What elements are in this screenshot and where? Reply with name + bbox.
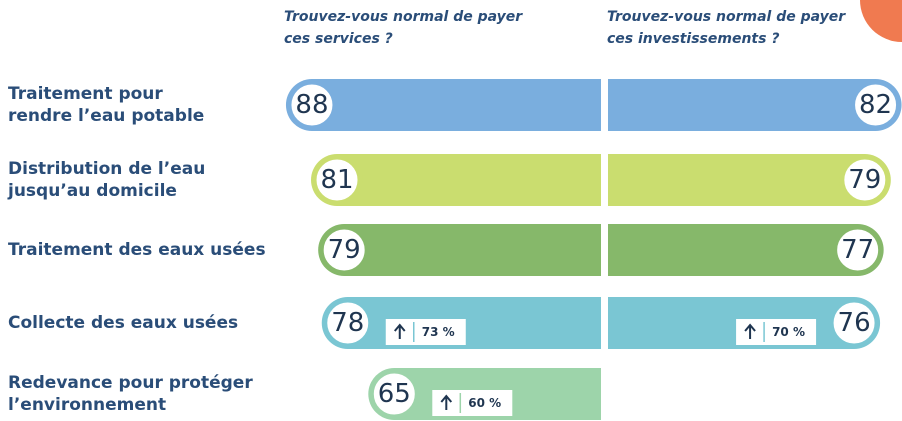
value-circle [311, 154, 363, 206]
previous-label: 60 % [468, 396, 501, 410]
bar [285, 79, 601, 131]
value-circle [828, 297, 880, 349]
value-label: 65 [378, 379, 411, 409]
bar [608, 154, 891, 206]
value-circle [286, 79, 338, 131]
previous-label: 73 % [422, 325, 455, 339]
value-label: 77 [841, 235, 874, 265]
category-label: Collecte des eaux usées [8, 313, 239, 333]
value-circle [839, 154, 891, 206]
value-label: 81 [320, 165, 353, 195]
category-label: Distribution de l’eau jusqu’au domicile [8, 159, 206, 201]
value-label: 78 [331, 308, 364, 338]
value-label: 79 [848, 165, 881, 195]
value-label: 79 [328, 235, 361, 265]
category-label: Redevance pour protéger l’environnement [8, 373, 253, 415]
category-label: Traitement des eaux usées [8, 240, 266, 260]
bar [318, 224, 601, 276]
previous-label: 70 % [772, 325, 805, 339]
decoration [860, 0, 902, 42]
arrow-icon [440, 394, 453, 410]
bar [608, 79, 902, 131]
series-header: Trouvez-vous normal de payer ces service… [284, 9, 523, 47]
value-circle [322, 297, 374, 349]
category-label: Traitement pour rendre l’eau potable [8, 84, 205, 126]
series-header: Trouvez-vous normal de payer ces investi… [607, 9, 846, 47]
arrow-icon [744, 323, 756, 339]
bar [311, 154, 601, 206]
value-circle [318, 224, 370, 276]
arrow-icon [393, 323, 406, 339]
value-label: 82 [859, 90, 892, 120]
value-circle [850, 79, 902, 131]
value-circle [368, 368, 420, 420]
bar [608, 224, 884, 276]
value-label: 88 [295, 90, 328, 120]
value-label: 76 [838, 308, 871, 338]
value-circle [832, 224, 884, 276]
